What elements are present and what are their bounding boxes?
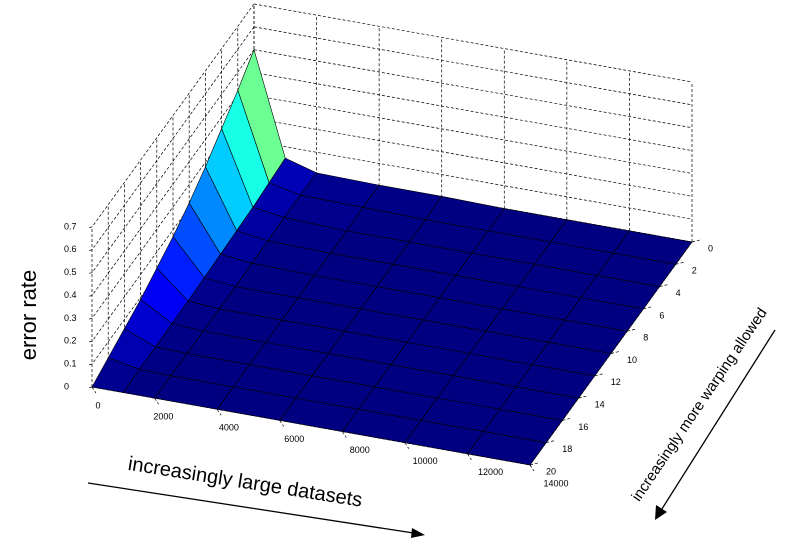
x-tick-label: 10000: [413, 456, 438, 466]
tick-mark: [404, 442, 410, 449]
tick-mark: [341, 431, 347, 438]
y-tick-label: 16: [578, 422, 588, 432]
x-axis-label: increasingly large datasets: [126, 453, 363, 512]
tick-mark: [529, 462, 539, 466]
z-tick-label: 0: [64, 381, 69, 391]
tick-mark: [659, 284, 668, 287]
y-arrow: [655, 329, 776, 520]
axes: 0 0.1 0.2 0.3 0.4 0.5 0.6 0.7 0 2000 4000 6000 8000 1…: [64, 221, 713, 488]
tick-mark: [467, 453, 472, 461]
z-tick-label: 0.5: [64, 267, 77, 277]
x-tick-label: 0: [95, 400, 100, 410]
y-tick-label: 4: [676, 288, 681, 298]
surface: [91, 48, 693, 466]
grid-line: [253, 95, 693, 174]
tick-mark: [86, 363, 93, 366]
x-tick-label: 2000: [153, 412, 173, 422]
y-tick-label: 10: [627, 355, 637, 365]
tick-mark: [610, 351, 620, 354]
grid-line: [91, 26, 255, 251]
grid-line: [253, 26, 693, 106]
y-tick-label: 12: [611, 377, 621, 387]
grid-line: [253, 117, 693, 197]
tick-mark: [86, 340, 93, 343]
z-tick-label: 0.6: [64, 244, 77, 254]
tick-mark: [86, 386, 93, 389]
y-tick-label: 20: [546, 466, 556, 476]
tick-mark: [86, 295, 93, 297]
tick-mark: [578, 395, 587, 399]
x-tick-label: 6000: [284, 434, 304, 444]
x-arrow: [87, 482, 425, 538]
z-tick-label: 0.7: [64, 221, 77, 231]
y-tick-label: 0: [708, 243, 713, 253]
y-tick-label: 18: [562, 444, 572, 454]
tick-mark: [86, 249, 93, 252]
z-tick-label: 0.4: [64, 290, 77, 300]
tick-mark: [279, 420, 285, 427]
x-tick-label: 8000: [350, 445, 370, 455]
grid-line: [253, 3, 693, 83]
tick-mark: [594, 373, 603, 377]
tick-mark: [86, 318, 93, 320]
tick-mark: [216, 409, 222, 416]
grid-line: [253, 72, 693, 151]
tick-mark: [643, 306, 652, 310]
x-tick-label: 4000: [219, 423, 239, 433]
tick-mark: [86, 272, 93, 275]
tick-mark: [91, 386, 97, 394]
tick-mark: [562, 418, 571, 421]
tick-mark: [529, 464, 535, 472]
z-tick-label: 0.1: [64, 359, 77, 369]
tick-mark: [675, 261, 684, 265]
y-tick-label: 6: [659, 310, 664, 320]
x-tick-label: 14000: [543, 478, 568, 488]
grid-line: [253, 140, 693, 220]
y-axis-label: increasingly more warping allowed: [628, 305, 770, 505]
grid-line: [253, 49, 693, 129]
tick-mark: [546, 440, 555, 444]
tick-mark: [154, 397, 159, 405]
y-tick-label: 2: [692, 266, 697, 276]
z-tick-label: 0.2: [64, 336, 77, 346]
z-axis-label: error rate: [16, 270, 41, 360]
tick-mark: [691, 239, 701, 243]
y-tick-label: 14: [595, 399, 605, 409]
z-tick-label: 0.3: [64, 313, 77, 323]
grid-line: [91, 3, 255, 228]
tick-mark: [86, 226, 93, 229]
grid-line: [91, 72, 255, 296]
tick-mark: [627, 328, 636, 332]
grid-line: [91, 49, 255, 273]
y-tick-label: 8: [643, 333, 648, 343]
x-tick-label: 12000: [478, 467, 503, 477]
